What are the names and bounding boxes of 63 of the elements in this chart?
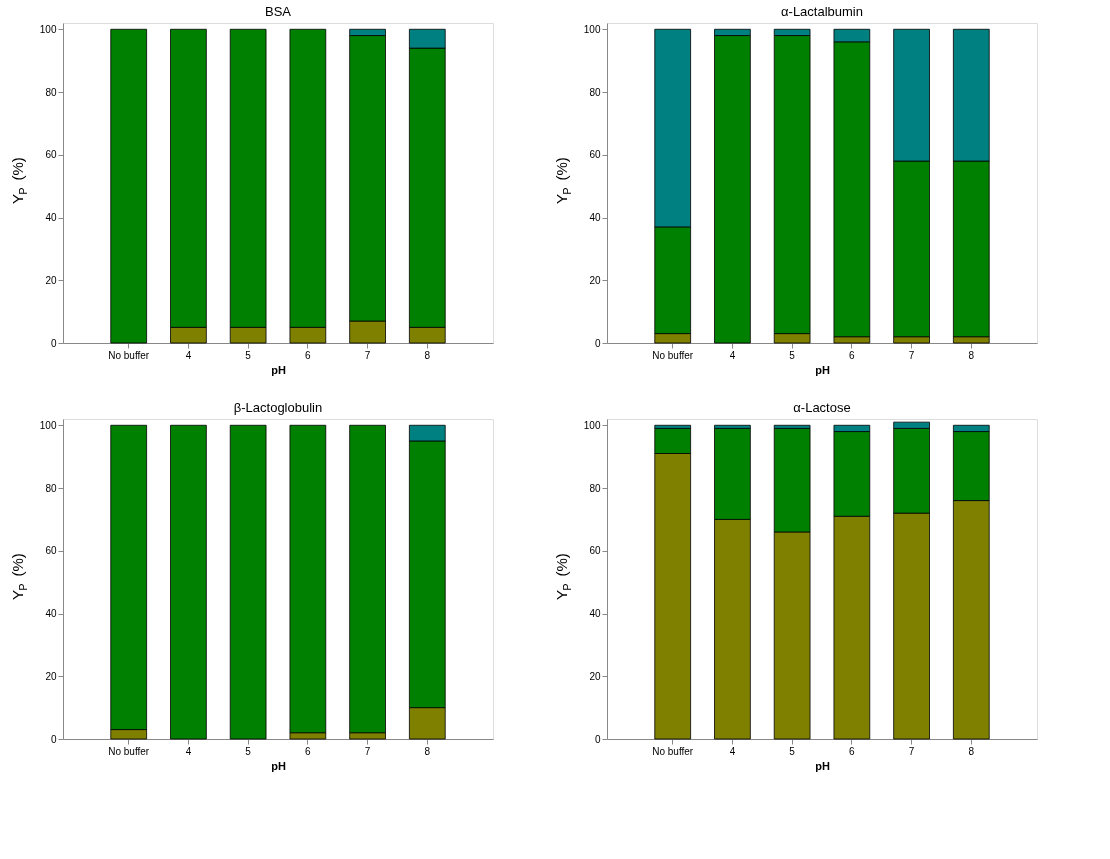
y-tick-label: 100 — [39, 419, 57, 431]
x-tick-label: 8 — [424, 745, 431, 757]
y-tick-label: 0 — [594, 733, 601, 745]
x-tick-label: No buffer — [652, 349, 694, 361]
bar — [110, 28, 148, 344]
y-tick-label: 20 — [589, 670, 601, 682]
chart-title: α-Lactalbumin — [781, 4, 863, 19]
x-tick-label: 6 — [305, 349, 312, 361]
x-tick-label: No buffer — [108, 349, 150, 361]
x-tick-label: 4 — [185, 745, 192, 757]
x-tick-label: No buffer — [108, 745, 150, 757]
y-tick-label: 40 — [45, 212, 57, 224]
x-tick-label: No buffer — [652, 745, 694, 757]
y-tick-label: 40 — [45, 608, 57, 620]
x-tick-label: 7 — [908, 349, 915, 361]
y-tick-label: 40 — [589, 608, 601, 620]
y-tick-label: 80 — [589, 482, 601, 494]
y-axis-title: YP (%) — [553, 157, 573, 204]
y-tick-label: 80 — [589, 86, 601, 98]
y-tick-label: 40 — [589, 212, 601, 224]
y-tick-label: 0 — [594, 337, 601, 349]
x-axis-title: pH — [815, 363, 830, 376]
x-tick-label: 6 — [849, 349, 856, 361]
x-axis-title: pH — [271, 363, 286, 376]
y-tick-label: 60 — [45, 149, 57, 161]
y-tick-label: 0 — [50, 337, 57, 349]
y-tick-label: 60 — [45, 545, 57, 557]
x-tick-label: 7 — [364, 349, 371, 361]
x-tick-label: 4 — [729, 349, 736, 361]
y-axis-title: YP (%) — [9, 553, 29, 600]
y-tick-label: 20 — [45, 274, 57, 286]
bar — [229, 424, 267, 740]
y-tick-label: 80 — [45, 86, 57, 98]
x-tick-label: 5 — [789, 349, 796, 361]
x-tick-label: 6 — [305, 745, 312, 757]
chart-title: α-Lactose — [793, 400, 851, 415]
x-tick-label: 8 — [424, 349, 431, 361]
x-tick-label: 7 — [908, 745, 915, 757]
y-tick-label: 100 — [39, 23, 57, 35]
chart-title: BSA — [264, 4, 292, 19]
y-tick-label: 20 — [589, 274, 601, 286]
x-tick-label: 8 — [968, 745, 975, 757]
x-tick-label: 6 — [849, 745, 856, 757]
y-axis-title: YP (%) — [553, 553, 573, 600]
x-tick-label: 4 — [185, 349, 192, 361]
y-tick-label: 80 — [45, 482, 57, 494]
x-tick-label: 5 — [789, 745, 796, 757]
x-axis-title: pH — [271, 759, 286, 772]
x-tick-label: 5 — [245, 349, 252, 361]
y-axis-title: YP (%) — [9, 157, 29, 204]
x-tick-label: 4 — [729, 745, 736, 757]
y-tick-label: 20 — [45, 670, 57, 682]
x-tick-label: 5 — [245, 745, 252, 757]
y-tick-label: 0 — [50, 733, 57, 745]
y-tick-label: 100 — [583, 419, 601, 431]
y-tick-label: 100 — [583, 23, 601, 35]
y-tick-label: 60 — [589, 149, 601, 161]
bar — [170, 424, 207, 740]
x-tick-label: 8 — [968, 349, 975, 361]
chart-title: β-Lactoglobulin — [233, 400, 323, 415]
x-tick-label: 7 — [364, 745, 371, 757]
x-axis-title: pH — [815, 759, 830, 772]
y-tick-label: 60 — [589, 545, 601, 557]
